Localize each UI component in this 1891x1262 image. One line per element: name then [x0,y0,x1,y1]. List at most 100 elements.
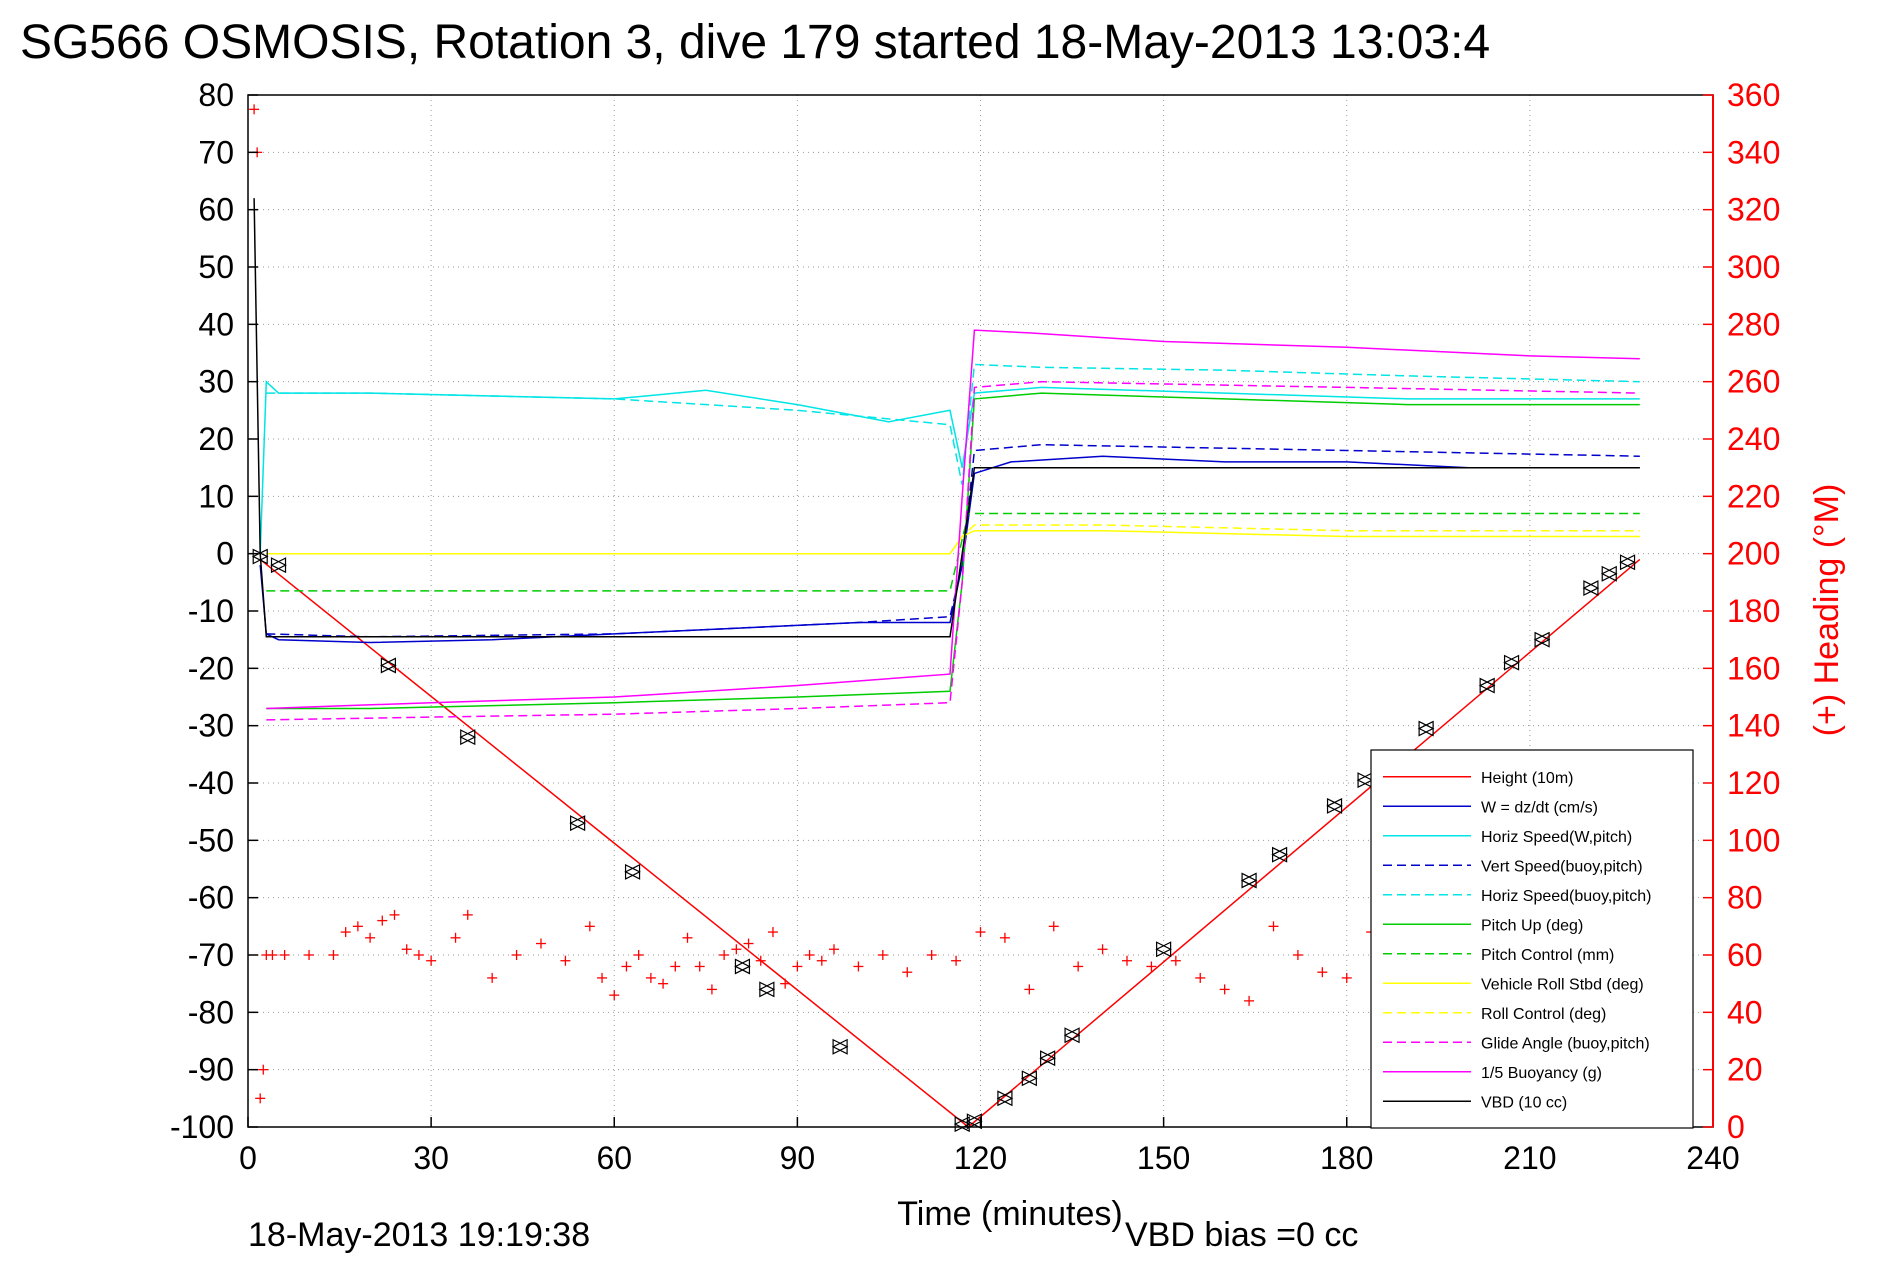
legend-label: Vert Speed(buoy,pitch) [1481,858,1643,875]
right-tick-label: 180 [1727,593,1780,629]
chart-title: SG566 OSMOSIS, Rotation 3, dive 179 star… [20,16,1490,69]
height-marker [380,657,397,674]
y-tick-label: -30 [188,708,234,744]
height-marker [270,557,287,574]
heading-point [719,950,730,960]
legend-label: Horiz Speed(W,pitch) [1481,829,1632,846]
x-tick-label: 60 [596,1140,632,1176]
heading-point [658,978,669,989]
series-line-3 [266,443,1640,638]
heading-point [1097,944,1108,955]
y-tick-label: 10 [198,478,234,514]
y-tick-label: 80 [198,77,234,113]
heading-point [682,932,693,943]
heading-point [1073,961,1084,972]
right-tick-label: 280 [1727,306,1780,342]
heading-point [328,950,339,960]
right-tick-label: 160 [1727,650,1780,686]
y-tick-label: -90 [188,1052,234,1088]
x-tick-label: 210 [1503,1140,1556,1176]
legend-label: Horiz Speed(buoy,pitch) [1481,888,1651,905]
right-tick-label: 260 [1727,364,1780,400]
series-line-11 [253,198,1640,638]
y-tick-label: 60 [198,192,234,228]
heading-point [670,961,681,972]
height-marker [1600,565,1618,582]
heading-point [560,955,571,966]
height-marker [1039,1050,1056,1067]
heading-point [645,972,656,983]
right-tick-label: 0 [1727,1109,1745,1145]
heading-point [487,972,498,983]
heading-point [767,927,778,938]
height-marker [1155,941,1172,958]
heading-point [1170,955,1181,966]
x-tick-label: 180 [1320,1140,1373,1176]
x-tick-label: 240 [1686,1140,1739,1176]
legend-label: Height (10m) [1481,770,1573,787]
series-line-4 [266,363,1640,486]
right-tick-label: 100 [1727,822,1780,858]
right-tick-label: 20 [1727,1052,1763,1088]
heading-point [304,950,315,960]
legend-label: Pitch Up (deg) [1481,917,1583,934]
height-marker [831,1038,849,1055]
legend-box [1370,749,1694,1129]
y-tick-label: 30 [198,364,234,400]
heading-point [1219,984,1230,995]
height-marker [1417,720,1435,737]
timestamp-footer: 18-May-2013 19:19:38 [248,1216,590,1254]
heading-point [255,1093,266,1104]
right-axis-label: (+) Heading (°M) [1808,484,1846,737]
height-marker [758,981,776,998]
height-marker [624,863,641,880]
right-tick-label: 240 [1727,421,1780,457]
heading-point [902,967,913,978]
right-tick-label: 340 [1727,134,1780,170]
right-tick-label: 360 [1727,77,1780,113]
right-tick-label: 200 [1727,536,1780,572]
right-tick-label: 40 [1727,994,1763,1030]
x-axis-ticks: 0 30 60 90 120 150 180 210 240 [239,1117,1740,1176]
heading-point [877,950,888,960]
legend-label: Vehicle Roll Stbd (deg) [1481,976,1644,993]
series-line-6 [266,512,1640,592]
legend-label: 1/5 Buoyancy (g) [1481,1065,1602,1082]
heading-point [706,984,717,995]
heading-point [1048,921,1059,932]
heading-point [365,932,376,943]
heading-point [792,961,803,972]
legend-label: W = dz/dt (cm/s) [1481,799,1598,816]
heading-point [258,1064,269,1075]
y-tick-label: -70 [188,937,234,973]
legend-label: Roll Control (deg) [1481,1006,1606,1023]
heading-point [401,944,412,955]
heading-point [1268,921,1279,932]
y-tick-label: -50 [188,822,234,858]
heading-point [249,104,260,115]
heading-point [279,950,290,960]
x-tick-label: 0 [239,1140,257,1176]
legend-label: Glide Angle (buoy,pitch) [1481,1035,1650,1052]
series-line-7 [266,529,1640,555]
heading-point [340,927,351,938]
heading-point [1317,967,1328,978]
vbd-bias-footer: VBD bias =0 cc [1125,1216,1358,1254]
series-line-9 [266,380,1640,721]
right-tick-label: 60 [1727,937,1763,973]
heading-point [816,955,827,966]
y-tick-label: -20 [188,650,234,686]
heading-point [829,944,839,955]
y-axis-ticks: -100-90-80-70-60-50-40-30-20-10010203040… [170,77,258,1145]
heading-point [1244,995,1255,1006]
height-marker [1240,872,1258,889]
heading-point [621,961,632,972]
heading-point [1122,955,1132,966]
y-tick-label: 40 [198,306,234,342]
heading-point [926,950,937,960]
y-tick-label: 50 [198,249,234,285]
height-marker [1020,1070,1038,1087]
heading-point [853,961,864,972]
right-tick-label: 220 [1727,478,1780,514]
heading-point [804,950,815,960]
